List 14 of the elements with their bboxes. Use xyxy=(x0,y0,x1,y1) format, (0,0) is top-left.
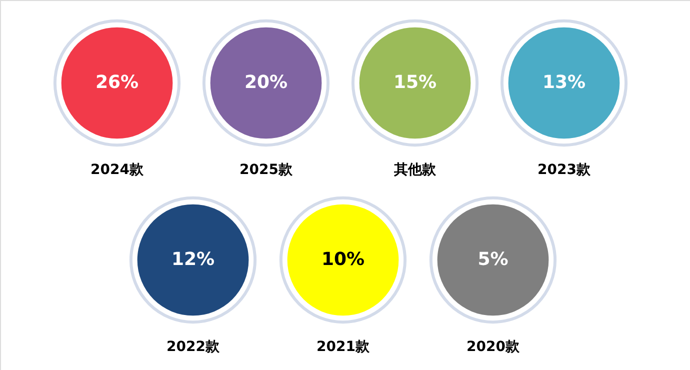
category-label: 其他款 xyxy=(393,162,437,178)
category-label: 2025款 xyxy=(240,162,294,178)
category-label: 2024款 xyxy=(90,162,144,178)
category-label: 2023款 xyxy=(538,162,592,178)
data-label: 13% xyxy=(542,72,586,93)
data-label: 26% xyxy=(95,72,139,93)
data-label: 20% xyxy=(244,72,288,93)
data-label: 12% xyxy=(171,249,215,270)
category-label: 2022款 xyxy=(166,339,220,355)
data-label: 10% xyxy=(321,249,365,270)
data-label: 15% xyxy=(393,72,437,93)
category-label: 2020款 xyxy=(466,339,520,355)
category-label: 2021款 xyxy=(316,339,370,355)
data-label: 5% xyxy=(478,249,508,270)
